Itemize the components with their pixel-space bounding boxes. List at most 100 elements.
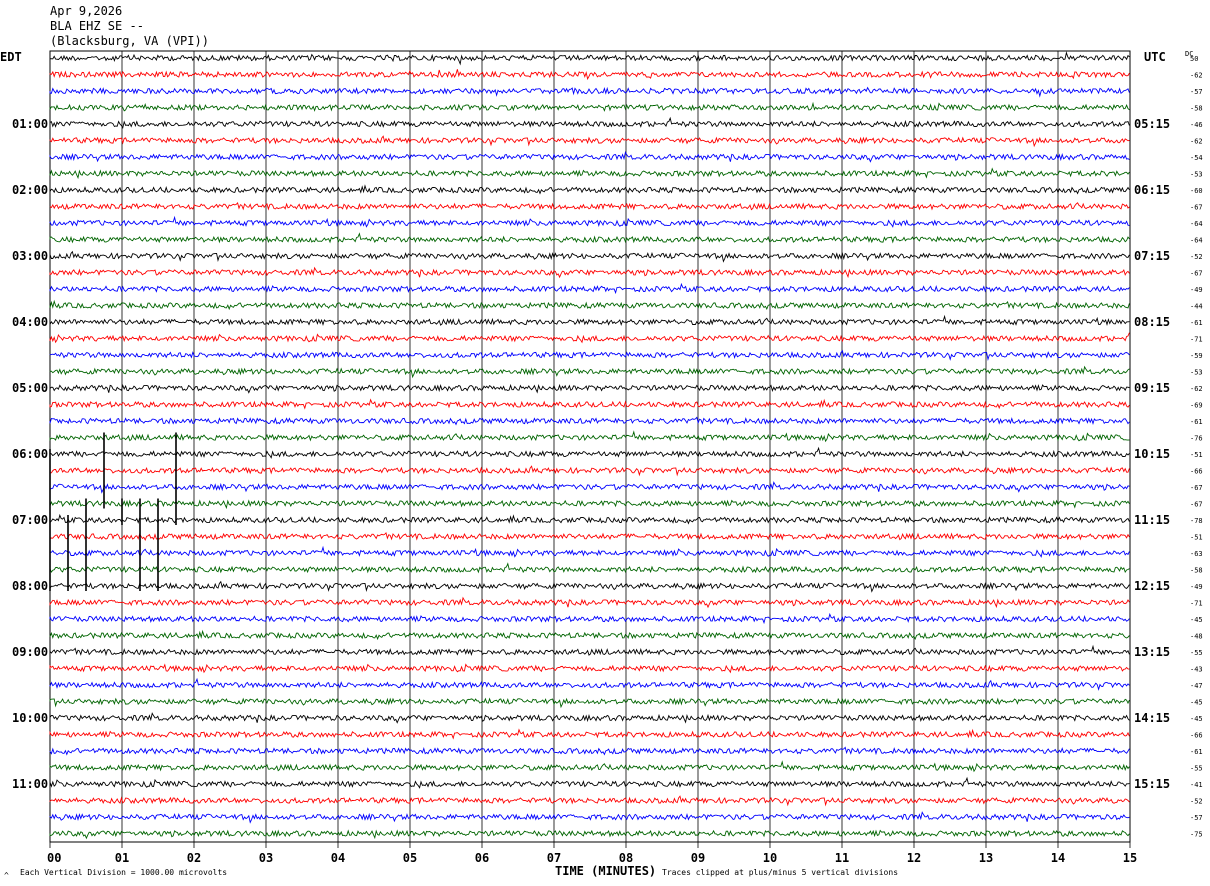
plot-date: Apr 9,2026 bbox=[50, 4, 123, 18]
x-tick-label: 00 bbox=[47, 851, 61, 865]
seismic-trace bbox=[49, 299, 1130, 311]
seismic-trace bbox=[49, 151, 1130, 163]
right-timezone-label: UTC bbox=[1144, 50, 1166, 64]
seismic-trace bbox=[49, 499, 1130, 510]
seismic-trace bbox=[49, 697, 1130, 709]
seismic-trace bbox=[49, 167, 1130, 180]
dc-offset-label: -67 bbox=[1190, 270, 1203, 278]
right-hour-label: 05:15 bbox=[1134, 117, 1170, 131]
seismic-trace bbox=[49, 829, 1130, 840]
seismic-trace bbox=[49, 266, 1130, 279]
x-tick-label: 08 bbox=[619, 851, 633, 865]
left-hour-label: 04:00 bbox=[12, 315, 48, 329]
seismic-trace bbox=[49, 282, 1130, 295]
dc-offset-label: -57 bbox=[1190, 88, 1203, 96]
x-tick-label: 14 bbox=[1051, 851, 1065, 865]
plot-frame bbox=[49, 50, 1131, 843]
seismic-trace bbox=[49, 184, 1130, 195]
left-hour-label: 10:00 bbox=[12, 711, 48, 725]
seismic-trace bbox=[49, 51, 1130, 66]
dc-offset-label: -67 bbox=[1190, 501, 1203, 509]
right-hour-label: 15:15 bbox=[1134, 777, 1170, 791]
right-hour-label: 09:15 bbox=[1134, 381, 1170, 395]
seismic-trace bbox=[49, 232, 1130, 244]
dc-offset-label: -61 bbox=[1190, 319, 1203, 327]
dc-offset-label: -48 bbox=[1190, 633, 1203, 641]
dc-column-header: DC bbox=[1185, 50, 1193, 58]
seismic-trace bbox=[49, 383, 1130, 394]
seismic-trace bbox=[49, 811, 1130, 824]
dc-offset-label: -45 bbox=[1190, 616, 1203, 624]
dc-offset-label: -55 bbox=[1190, 649, 1203, 657]
x-tick-label: 11 bbox=[835, 851, 849, 865]
seismic-trace bbox=[49, 531, 1130, 541]
seismic-trace bbox=[49, 712, 1130, 724]
seismic-trace bbox=[49, 513, 1130, 525]
left-hour-label: 07:00 bbox=[12, 513, 48, 527]
right-hour-label: 10:15 bbox=[1134, 447, 1170, 461]
seismic-trace bbox=[49, 562, 1130, 574]
seismic-trace bbox=[49, 201, 1130, 211]
right-hour-label: 08:15 bbox=[1134, 315, 1170, 329]
dc-offset-label: 50 bbox=[1190, 55, 1198, 63]
seismic-trace bbox=[49, 728, 1130, 740]
dc-offset-label: -52 bbox=[1190, 798, 1203, 806]
dc-offset-label: -49 bbox=[1190, 286, 1203, 294]
dc-offset-label: -47 bbox=[1190, 682, 1203, 690]
dc-offset-label: -49 bbox=[1190, 583, 1203, 591]
dc-offset-label: -51 bbox=[1190, 451, 1203, 459]
x-axis-title: TIME (MINUTES) bbox=[555, 864, 657, 878]
dc-offset-label: -61 bbox=[1190, 748, 1203, 756]
dc-offset-label: -58 bbox=[1190, 105, 1203, 113]
dc-offset-label: -64 bbox=[1190, 220, 1203, 228]
right-hour-label: 11:15 bbox=[1134, 513, 1170, 527]
seismic-trace bbox=[49, 215, 1130, 228]
left-hour-label: 08:00 bbox=[12, 579, 48, 593]
dc-offset-label: -69 bbox=[1190, 402, 1203, 410]
scale-note: Each Vertical Division = 1000.00 microvo… bbox=[20, 868, 228, 877]
seismic-trace bbox=[49, 776, 1130, 789]
dc-offset-label: -66 bbox=[1190, 468, 1203, 476]
seismic-trace bbox=[49, 332, 1130, 344]
dc-offset-label: -53 bbox=[1190, 171, 1203, 179]
dc-offset-label: -61 bbox=[1190, 418, 1203, 426]
seismic-trace bbox=[49, 101, 1130, 112]
clip-note: Traces clipped at plus/minus 5 vertical … bbox=[662, 868, 899, 877]
dc-offset-label: -51 bbox=[1190, 534, 1203, 542]
dc-offset-label: -43 bbox=[1190, 666, 1203, 674]
seismic-trace bbox=[49, 465, 1130, 477]
seismic-trace bbox=[49, 116, 1130, 129]
dc-offset-label: -55 bbox=[1190, 765, 1203, 773]
right-hour-label: 07:15 bbox=[1134, 249, 1170, 263]
seismic-trace bbox=[49, 349, 1130, 361]
dc-offset-label: -76 bbox=[1190, 435, 1203, 443]
dc-offset-label: -60 bbox=[1190, 187, 1203, 195]
seismic-trace bbox=[49, 430, 1130, 443]
x-tick-label: 13 bbox=[979, 851, 993, 865]
dc-offset-label: -62 bbox=[1190, 72, 1203, 80]
dc-offset-label: -78 bbox=[1190, 517, 1203, 525]
dc-offset-label: -45 bbox=[1190, 699, 1203, 707]
dc-offset-label: -59 bbox=[1190, 352, 1203, 360]
dc-offset-label: -45 bbox=[1190, 715, 1203, 723]
seismic-trace bbox=[49, 398, 1130, 410]
station-code: BLA EHZ SE -- bbox=[50, 19, 144, 33]
seismic-trace bbox=[49, 580, 1130, 593]
right-hour-label: 06:15 bbox=[1134, 183, 1170, 197]
seismic-trace bbox=[49, 644, 1130, 657]
x-tick-label: 04 bbox=[331, 851, 345, 865]
right-hour-label: 12:15 bbox=[1134, 579, 1170, 593]
dc-offset-label: -66 bbox=[1190, 732, 1203, 740]
seismic-trace bbox=[49, 135, 1130, 148]
dc-offset-label: -63 bbox=[1190, 550, 1203, 558]
seismic-trace bbox=[49, 629, 1130, 641]
x-tick-label: 09 bbox=[691, 851, 705, 865]
dc-offset-label: -52 bbox=[1190, 253, 1203, 261]
x-tick-label: 03 bbox=[259, 851, 273, 865]
seismic-trace bbox=[49, 663, 1130, 674]
seismic-trace bbox=[49, 86, 1130, 98]
seismic-trace bbox=[49, 596, 1130, 609]
station-location: (Blacksburg, VA (VPI)) bbox=[50, 34, 209, 48]
dc-offset-label: -71 bbox=[1190, 336, 1203, 344]
